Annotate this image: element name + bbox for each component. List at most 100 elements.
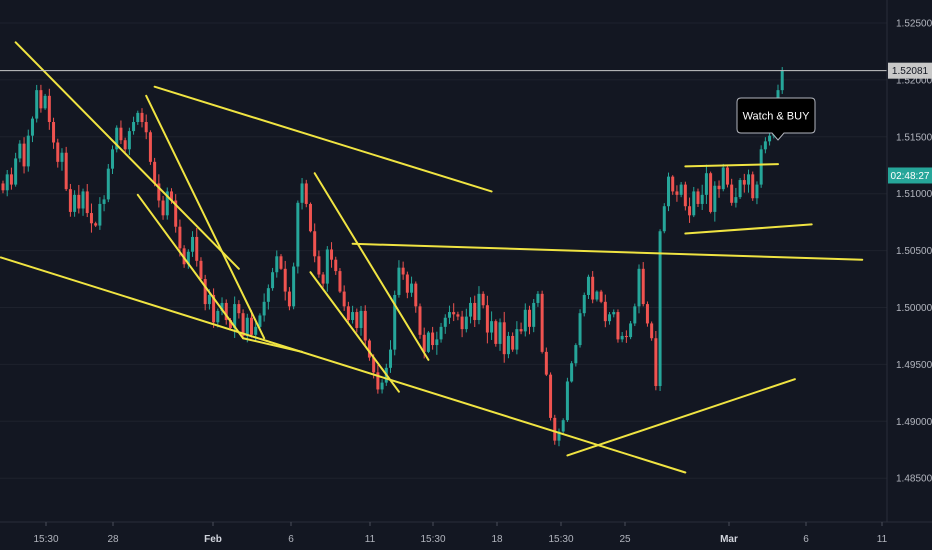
candle [367, 338, 371, 361]
candle-body [123, 140, 127, 150]
candle [742, 173, 746, 193]
candle-body [751, 174, 755, 199]
candle-body [633, 306, 637, 324]
trendlines-layer [0, 41, 864, 474]
candle-body [245, 317, 249, 336]
candle-body [144, 122, 148, 133]
candle-body [73, 194, 77, 212]
candle [26, 129, 30, 172]
candle-body [763, 141, 767, 150]
candle [102, 195, 106, 212]
candle-body [102, 199, 106, 204]
candle [637, 264, 641, 314]
candle [346, 301, 350, 325]
price-tick-label: 1.50000 [896, 303, 932, 314]
candle-body [376, 372, 380, 390]
candle-body [77, 194, 81, 209]
candle [195, 227, 199, 267]
candle-body [759, 149, 763, 185]
time-tick-label: 25 [619, 534, 631, 545]
candle-body [106, 168, 110, 200]
candle [18, 140, 22, 163]
candle-body [431, 332, 435, 346]
candle-body [506, 335, 510, 355]
candle-body [603, 301, 607, 322]
candle-body [43, 95, 47, 109]
candle [283, 260, 287, 301]
candle-body [317, 256, 321, 275]
candle-body [195, 236, 199, 261]
candle-body [157, 183, 161, 201]
candle [418, 303, 422, 339]
price-axis-panel[interactable] [887, 0, 932, 522]
watch-buy-callout[interactable]: Watch & BUY [736, 97, 816, 141]
candle-body [498, 322, 502, 344]
candle [212, 288, 216, 328]
candle [641, 262, 645, 307]
price-line-tag-bg [888, 62, 932, 79]
price-tick-label: 1.49500 [896, 360, 932, 371]
candle-body [738, 180, 742, 198]
candle-body [401, 267, 405, 275]
candle [77, 184, 81, 214]
candle [498, 318, 502, 351]
candle-body [127, 131, 131, 150]
candle [759, 145, 763, 188]
candle [629, 321, 633, 340]
candle-body [692, 191, 696, 216]
candle-body [696, 191, 700, 204]
candle [393, 290, 397, 356]
candle [140, 108, 144, 128]
price-tick-label: 1.49000 [896, 417, 932, 428]
candle-body [372, 357, 376, 373]
candle-body [220, 302, 224, 311]
candle-body [582, 294, 586, 314]
candle [275, 250, 279, 278]
trendline-flag-1-base [242, 337, 304, 353]
candle [30, 116, 34, 143]
trendline-flag-2-lower [309, 271, 400, 393]
candle-body [250, 317, 254, 335]
candle-body [532, 302, 536, 327]
candle-body [721, 167, 725, 190]
candle-body [443, 317, 447, 327]
candle-body [287, 291, 291, 307]
candle [313, 223, 317, 263]
candle [502, 311, 506, 363]
candle [675, 185, 679, 202]
candle [330, 242, 334, 268]
candle-body [52, 122, 56, 143]
candle [174, 194, 178, 233]
candle [624, 330, 628, 343]
candle-body [199, 260, 203, 280]
candle [397, 260, 401, 298]
candle [351, 305, 355, 324]
candle-body [650, 323, 654, 339]
candle [612, 309, 616, 318]
callout-label: Watch & BUY [743, 111, 810, 123]
candle [565, 377, 569, 422]
candle-body [363, 310, 367, 341]
candle [401, 261, 405, 280]
candle-body [5, 174, 9, 191]
candle-body [397, 267, 401, 295]
candle [250, 310, 254, 338]
candle [5, 169, 9, 197]
candle-body [64, 152, 68, 190]
candle [688, 197, 692, 223]
candle-body [174, 200, 178, 227]
candle-body [1, 183, 5, 191]
candle-body [212, 294, 216, 323]
candle [763, 137, 767, 154]
candle [300, 178, 304, 210]
candle-body [140, 112, 144, 123]
candle-body [22, 143, 26, 167]
candle-body [549, 374, 553, 418]
candle [119, 120, 123, 145]
candle [650, 321, 654, 341]
candle [266, 284, 270, 310]
candle [317, 250, 321, 278]
time-axis-panel[interactable] [0, 522, 932, 550]
